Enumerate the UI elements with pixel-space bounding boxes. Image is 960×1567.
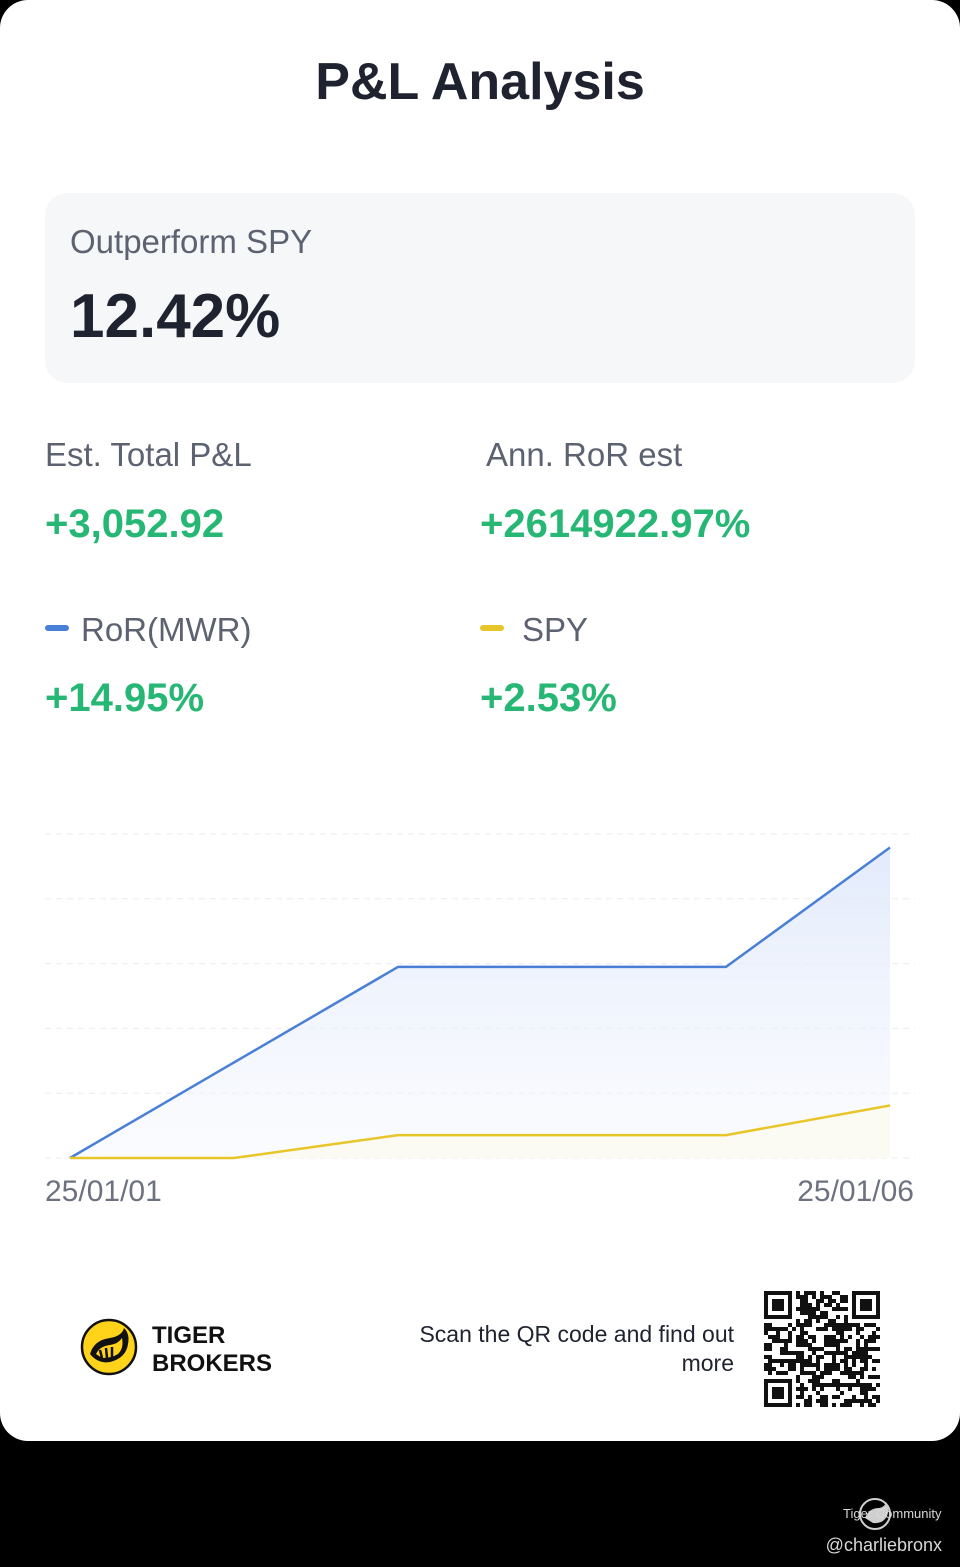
outperform-label: Outperform SPY bbox=[70, 223, 313, 260]
ann-ror-label: Ann. RoR est bbox=[486, 436, 683, 473]
tiger-community-logo-icon bbox=[859, 1498, 891, 1530]
page-title: P&L Analysis bbox=[315, 53, 645, 111]
community-label: Tiger Community bbox=[843, 1506, 942, 1521]
outperform-value: 12.42% bbox=[70, 282, 281, 351]
spy-legend-label: SPY bbox=[522, 611, 589, 648]
outperform-panel: Outperform SPY 12.42% bbox=[45, 193, 915, 383]
ror-line-chart bbox=[45, 833, 915, 1160]
spy-legend-swatch bbox=[480, 625, 504, 631]
pl-analysis-card: P&L Analysis Outperform SPY 12.42% Est. … bbox=[0, 0, 960, 1441]
qr-code-icon[interactable] bbox=[764, 1291, 880, 1407]
brand-line2: BROKERS bbox=[152, 1350, 273, 1377]
brand-line1: TIGER bbox=[152, 1322, 226, 1349]
ror-legend-swatch bbox=[45, 625, 69, 631]
total-pl-value: +3,052.92 bbox=[45, 502, 225, 546]
total-pl-label: Est. Total P&L bbox=[45, 436, 252, 473]
ror-series-line bbox=[69, 846, 891, 1160]
ror-value: +14.95% bbox=[45, 676, 205, 720]
ann-ror-value: +2614922.97% bbox=[480, 502, 751, 546]
ror-legend-label: RoR(MWR) bbox=[81, 611, 252, 648]
user-handle: @charliebronx bbox=[825, 1535, 942, 1555]
spy-value: +2.53% bbox=[480, 676, 617, 720]
spy-area-fill bbox=[70, 1105, 890, 1158]
ror-area-fill bbox=[70, 847, 890, 1158]
tiger-brokers-logo-icon bbox=[80, 1318, 138, 1376]
spy-series-line bbox=[70, 1104, 891, 1160]
brand-name: TIGER BROKERS bbox=[152, 1322, 272, 1378]
x-tick-start: 25/01/01 bbox=[45, 1175, 162, 1208]
x-tick-end: 25/01/06 bbox=[797, 1175, 914, 1208]
scan-qr-text: Scan the QR code and find out more bbox=[419, 1321, 734, 1376]
